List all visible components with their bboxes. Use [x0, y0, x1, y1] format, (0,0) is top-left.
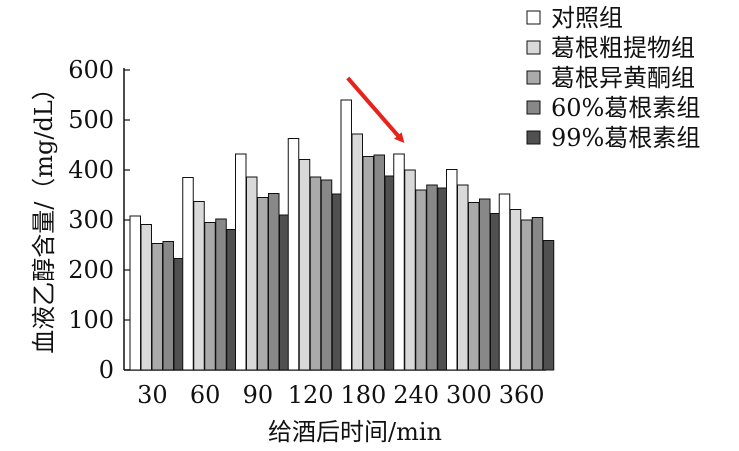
x-tick-label: 360 [499, 381, 545, 409]
bar [140, 224, 152, 371]
bar [509, 209, 522, 371]
y-tick-label: 100 [68, 306, 114, 334]
bar [426, 184, 438, 371]
y-tick-label: 0 [99, 356, 114, 384]
bar [415, 189, 427, 371]
bar [457, 184, 469, 371]
legend-swatch [526, 70, 541, 85]
bar [309, 176, 322, 371]
y-axis-label: 血液乙醇含量/（mg/dL） [30, 76, 58, 354]
bar [373, 154, 385, 371]
y-tick-label: 500 [68, 106, 114, 134]
bar [235, 153, 247, 371]
x-tick-label: 180 [340, 381, 386, 409]
x-tick-label: 120 [288, 381, 334, 409]
bar [162, 241, 174, 371]
x-tick-label: 60 [190, 381, 221, 409]
bar [298, 159, 311, 371]
bar [393, 153, 405, 371]
legend-label: 对照组 [551, 4, 623, 32]
bar [151, 243, 163, 371]
bar [182, 177, 194, 371]
legend-swatch [526, 10, 541, 25]
x-tick-label: 90 [243, 381, 274, 409]
bar [498, 193, 511, 371]
bar [468, 202, 480, 371]
bar [320, 179, 333, 371]
bar [287, 138, 300, 371]
bar [362, 156, 374, 371]
x-tick-label: 240 [393, 381, 439, 409]
legend-swatch [526, 40, 541, 55]
legend-label: 葛根粗提物组 [551, 34, 695, 62]
annotation-arrow [346, 76, 405, 144]
bar [542, 240, 555, 371]
x-axis-label: 给酒后时间/min [268, 418, 442, 446]
bar [340, 99, 352, 371]
bar [257, 197, 269, 371]
x-tick-label: 30 [137, 381, 168, 409]
bar [531, 217, 544, 371]
x-tick-label: 300 [446, 381, 492, 409]
bar [479, 198, 491, 371]
bar [404, 169, 416, 371]
bar [351, 133, 363, 371]
bar [193, 201, 205, 371]
y-tick-label: 200 [68, 256, 114, 284]
y-tick-label: 300 [68, 206, 114, 234]
y-tick-label: 600 [68, 56, 114, 84]
bar [129, 215, 141, 371]
bar [446, 169, 458, 371]
legend-label: 60%葛根素组 [551, 94, 700, 122]
bar [246, 176, 258, 371]
legend-label: 99%葛根素组 [551, 124, 700, 152]
legend-swatch [526, 100, 541, 115]
legend-label: 葛根异黄酮组 [551, 64, 695, 92]
bar [268, 193, 280, 371]
bar [520, 219, 533, 371]
legend-swatch [526, 130, 541, 145]
bar [215, 218, 227, 371]
y-tick-label: 400 [68, 156, 114, 184]
bar [204, 222, 216, 371]
